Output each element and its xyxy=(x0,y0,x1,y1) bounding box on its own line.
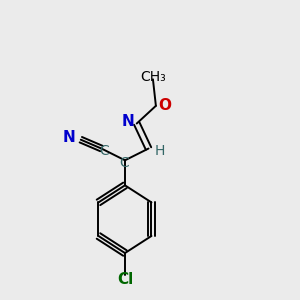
Text: H: H xyxy=(154,144,165,158)
Text: C: C xyxy=(119,156,129,170)
Text: O: O xyxy=(158,98,171,113)
Text: N: N xyxy=(63,130,76,145)
Text: C: C xyxy=(100,144,109,158)
Text: CH₃: CH₃ xyxy=(140,70,166,84)
Text: N: N xyxy=(122,114,134,129)
Text: Cl: Cl xyxy=(117,272,133,287)
